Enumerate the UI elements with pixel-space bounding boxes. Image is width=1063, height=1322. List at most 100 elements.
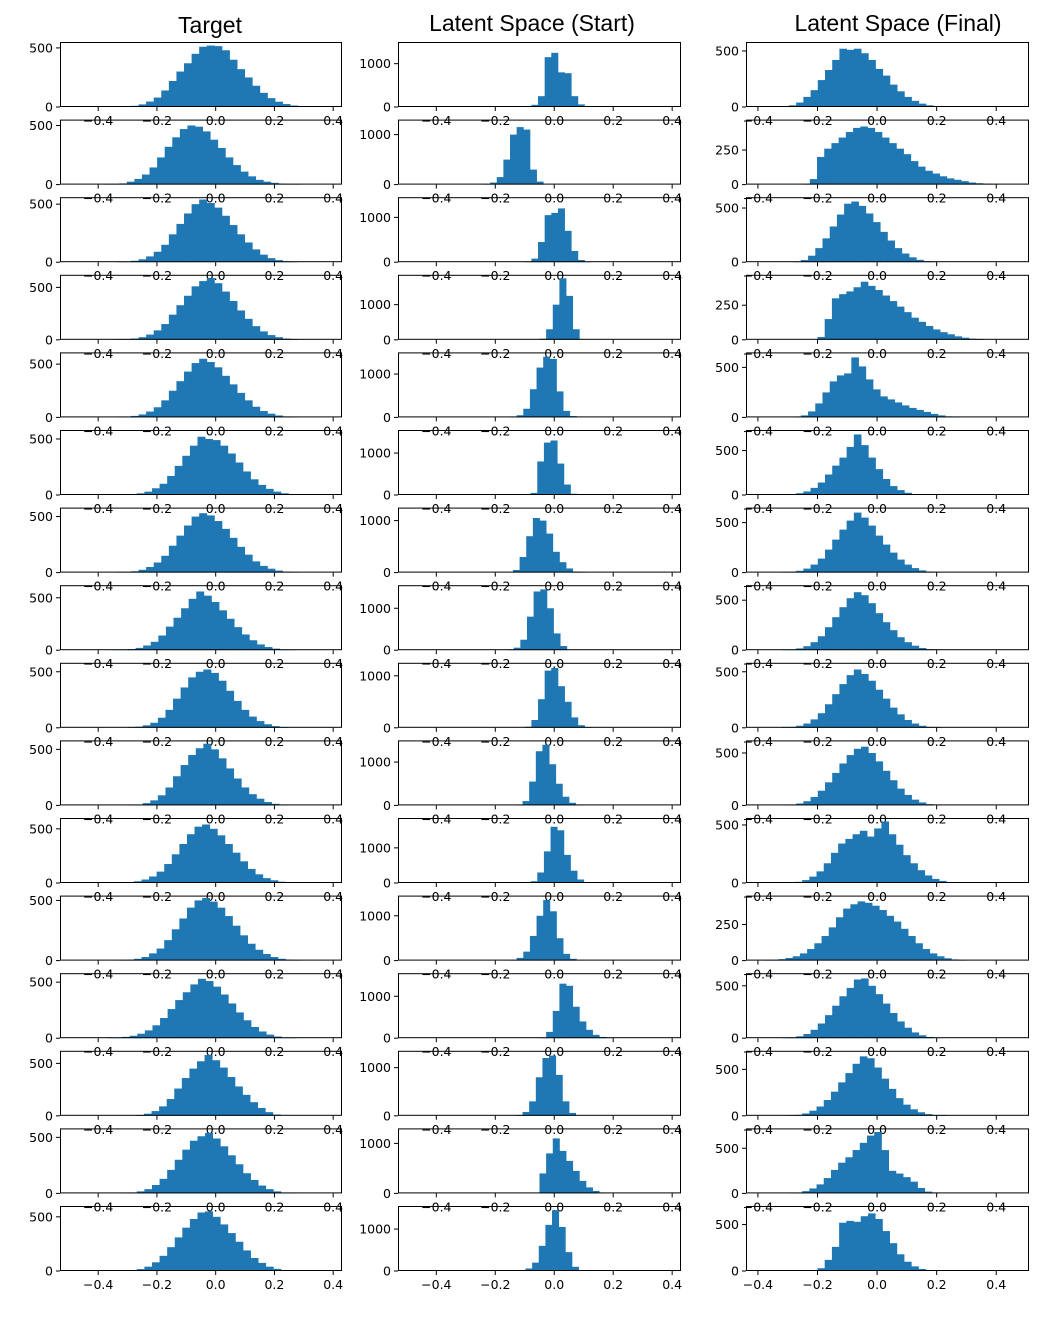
histogram-bar xyxy=(220,994,229,1039)
histogram-bar xyxy=(503,159,511,185)
y-tick-label: 0 xyxy=(731,488,739,503)
histogram-bar xyxy=(182,992,191,1039)
histogram-bar xyxy=(546,608,554,651)
histogram-bar xyxy=(559,562,567,573)
histogram-bar xyxy=(882,622,891,651)
histogram-bar xyxy=(167,1247,176,1271)
histogram-bar xyxy=(538,242,546,263)
y-tick-label: 500 xyxy=(29,1130,53,1145)
axes-frame xyxy=(398,740,681,806)
histogram-bar xyxy=(244,318,253,340)
histogram-bar xyxy=(918,802,927,806)
histogram-bar xyxy=(897,490,905,495)
histogram-bar xyxy=(944,958,952,961)
y-tick-label: 500 xyxy=(29,893,53,908)
histogram-bar xyxy=(520,639,528,651)
histogram-bar xyxy=(851,201,859,263)
histogram-bar xyxy=(144,1189,153,1194)
histogram-bar xyxy=(901,405,910,418)
x-tick-label: 0.0 xyxy=(867,1277,887,1292)
histogram-bar xyxy=(954,336,963,340)
y-tick-label: 0 xyxy=(383,1264,391,1279)
histogram-bar xyxy=(152,1184,160,1194)
histogram-bar xyxy=(144,1266,153,1271)
histogram-bar xyxy=(174,1088,183,1116)
histogram-bar xyxy=(904,1261,912,1271)
y-tick-label: 500 xyxy=(29,1056,53,1071)
histogram-bar xyxy=(539,520,547,573)
axes-frame xyxy=(746,507,1029,573)
histogram-bar xyxy=(172,137,181,185)
axes-frame xyxy=(746,119,1029,185)
histogram-bar xyxy=(126,181,135,185)
y-tick-label: 0 xyxy=(383,100,391,115)
histogram-bar xyxy=(252,561,261,573)
histogram-bar xyxy=(571,1266,579,1271)
histogram-bar xyxy=(199,281,208,340)
histogram-bar xyxy=(817,790,826,806)
y-tick-label: 500 xyxy=(715,360,739,375)
y-tick-label: 0 xyxy=(383,876,391,891)
y-tick-label: 0 xyxy=(45,798,53,813)
y-tick-label: 0 xyxy=(45,100,53,115)
y-tick-label: 500 xyxy=(715,745,739,760)
y-tick-label: 1000 xyxy=(359,601,391,616)
histogram-bar xyxy=(563,410,571,418)
histogram-bar xyxy=(853,127,861,185)
histogram-bar xyxy=(199,46,208,107)
histogram-bar xyxy=(161,244,170,263)
histogram-bar xyxy=(512,570,520,573)
histogram-bar xyxy=(227,1233,236,1271)
axes-frame xyxy=(746,662,1029,728)
histogram-bar xyxy=(136,1191,145,1194)
histogram-bar xyxy=(175,1000,184,1039)
histogram-bar xyxy=(824,148,832,185)
histogram-bar xyxy=(832,1005,840,1039)
histogram-bar xyxy=(821,936,830,961)
histogram-bar xyxy=(186,834,195,883)
histogram-bar xyxy=(874,1132,882,1194)
histogram-bar xyxy=(830,852,839,883)
histogram-bar xyxy=(889,552,898,573)
histogram-bar xyxy=(846,755,855,806)
histogram-bar xyxy=(244,77,253,107)
y-tick-label: 0 xyxy=(383,1108,391,1123)
histogram-bar xyxy=(536,181,544,185)
histogram-bar xyxy=(197,978,206,1039)
histogram-bar xyxy=(875,290,883,340)
y-tick-label: 500 xyxy=(29,280,53,295)
histogram-bar xyxy=(233,700,242,728)
histogram-bar xyxy=(571,717,579,728)
y-tick-label: 0 xyxy=(45,255,53,270)
x-tick-label: 0.4 xyxy=(986,1277,1006,1292)
histogram-bar xyxy=(559,983,567,1039)
y-tick-label: 0 xyxy=(731,876,739,891)
histogram-bar xyxy=(513,647,521,651)
histogram-bar xyxy=(807,949,815,961)
histogram-bar xyxy=(549,358,557,418)
histogram-bar xyxy=(918,1035,927,1039)
histogram-bar xyxy=(910,863,918,883)
histogram-bar xyxy=(282,104,291,107)
histogram-bar xyxy=(592,1190,600,1194)
histogram-bar xyxy=(179,129,188,185)
histogram-bar xyxy=(861,674,869,728)
histogram-bar xyxy=(845,1157,853,1194)
histogram-bar xyxy=(173,617,182,651)
histogram-bar xyxy=(206,45,215,107)
histogram-bar xyxy=(237,69,246,107)
histogram-bar xyxy=(179,844,188,883)
histogram-bar xyxy=(931,878,940,883)
histogram-bar xyxy=(900,928,909,961)
y-tick-label: 0 xyxy=(383,1186,391,1201)
histogram-bar xyxy=(210,672,219,728)
y-tick-label: 0 xyxy=(731,643,739,658)
axes-frame xyxy=(60,895,342,961)
histogram-bar xyxy=(904,492,912,495)
histogram-bar xyxy=(803,491,811,495)
histogram-bar xyxy=(265,1112,274,1116)
histogram-bar xyxy=(915,943,923,961)
histogram-bar xyxy=(551,212,559,263)
